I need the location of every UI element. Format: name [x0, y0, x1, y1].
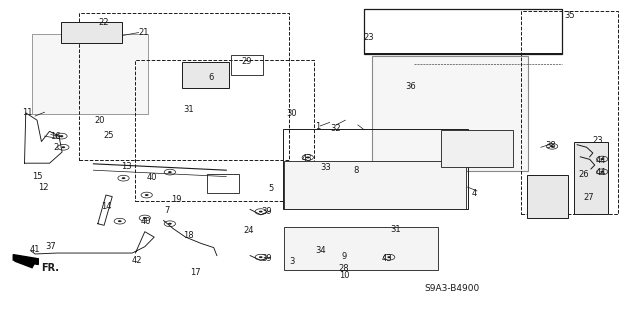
Text: 11: 11	[22, 108, 32, 117]
Text: 31: 31	[390, 225, 401, 234]
Text: 5: 5	[269, 184, 274, 193]
Text: 26: 26	[578, 171, 589, 180]
Text: 44: 44	[596, 168, 606, 177]
FancyBboxPatch shape	[527, 175, 568, 218]
Text: 34: 34	[315, 246, 325, 255]
Text: 30: 30	[286, 109, 297, 118]
Text: 4: 4	[471, 189, 477, 198]
Text: 13: 13	[121, 162, 131, 171]
Text: FR.: FR.	[41, 263, 60, 273]
FancyBboxPatch shape	[441, 130, 513, 167]
Text: 43: 43	[382, 254, 392, 263]
Circle shape	[143, 217, 147, 219]
Text: 24: 24	[243, 226, 254, 235]
Text: 40: 40	[147, 173, 158, 182]
Text: 23: 23	[592, 136, 602, 145]
Text: 16: 16	[50, 132, 61, 140]
Circle shape	[550, 145, 554, 147]
Polygon shape	[14, 261, 35, 268]
Circle shape	[600, 158, 604, 160]
Text: 37: 37	[45, 242, 56, 251]
Circle shape	[306, 156, 310, 158]
Text: 15: 15	[32, 172, 42, 181]
Text: 14: 14	[100, 202, 111, 211]
Text: 44: 44	[596, 156, 606, 164]
Text: 7: 7	[164, 206, 170, 215]
Circle shape	[259, 211, 263, 212]
Text: 40: 40	[141, 217, 151, 226]
Polygon shape	[13, 255, 38, 265]
Text: 19: 19	[171, 195, 181, 204]
Text: 8: 8	[354, 166, 359, 175]
Circle shape	[600, 171, 604, 173]
Circle shape	[168, 171, 172, 173]
FancyBboxPatch shape	[574, 142, 608, 213]
Text: 41: 41	[30, 245, 40, 254]
Text: 25: 25	[103, 131, 114, 140]
Text: 1: 1	[315, 122, 320, 131]
Text: 36: 36	[406, 82, 416, 91]
Text: 20: 20	[94, 116, 105, 125]
FancyBboxPatch shape	[62, 22, 122, 43]
Text: 42: 42	[132, 256, 143, 265]
Text: 29: 29	[241, 57, 252, 66]
Text: S9A3-B4900: S9A3-B4900	[425, 284, 480, 292]
FancyBboxPatch shape	[284, 161, 466, 209]
Text: 27: 27	[583, 193, 593, 202]
Circle shape	[60, 135, 63, 137]
Circle shape	[387, 256, 391, 258]
Text: 33: 33	[320, 163, 331, 172]
FancyBboxPatch shape	[182, 62, 229, 88]
Text: 12: 12	[38, 183, 48, 192]
Text: 22: 22	[99, 19, 109, 28]
Text: 39: 39	[262, 207, 273, 216]
Text: 3: 3	[290, 258, 295, 267]
Circle shape	[122, 177, 126, 179]
Text: 23: 23	[364, 33, 374, 42]
Text: 43: 43	[301, 154, 311, 163]
Text: 6: 6	[208, 73, 214, 82]
Circle shape	[168, 223, 172, 225]
Text: 2: 2	[53, 143, 58, 152]
Text: 9: 9	[342, 252, 347, 261]
Circle shape	[259, 256, 263, 258]
Text: 10: 10	[339, 271, 349, 280]
Text: 28: 28	[338, 264, 349, 274]
Text: 32: 32	[330, 124, 341, 132]
Text: 18: 18	[183, 231, 194, 240]
Text: 31: 31	[183, 105, 194, 114]
FancyBboxPatch shape	[284, 227, 438, 270]
Text: 17: 17	[190, 268, 200, 277]
Text: 35: 35	[565, 12, 575, 20]
Circle shape	[62, 146, 65, 148]
Circle shape	[118, 220, 122, 222]
Text: 21: 21	[138, 28, 149, 37]
Text: 38: 38	[546, 141, 556, 150]
Circle shape	[145, 194, 149, 196]
Text: 39: 39	[262, 254, 273, 263]
FancyBboxPatch shape	[32, 34, 148, 114]
FancyBboxPatch shape	[372, 56, 528, 171]
